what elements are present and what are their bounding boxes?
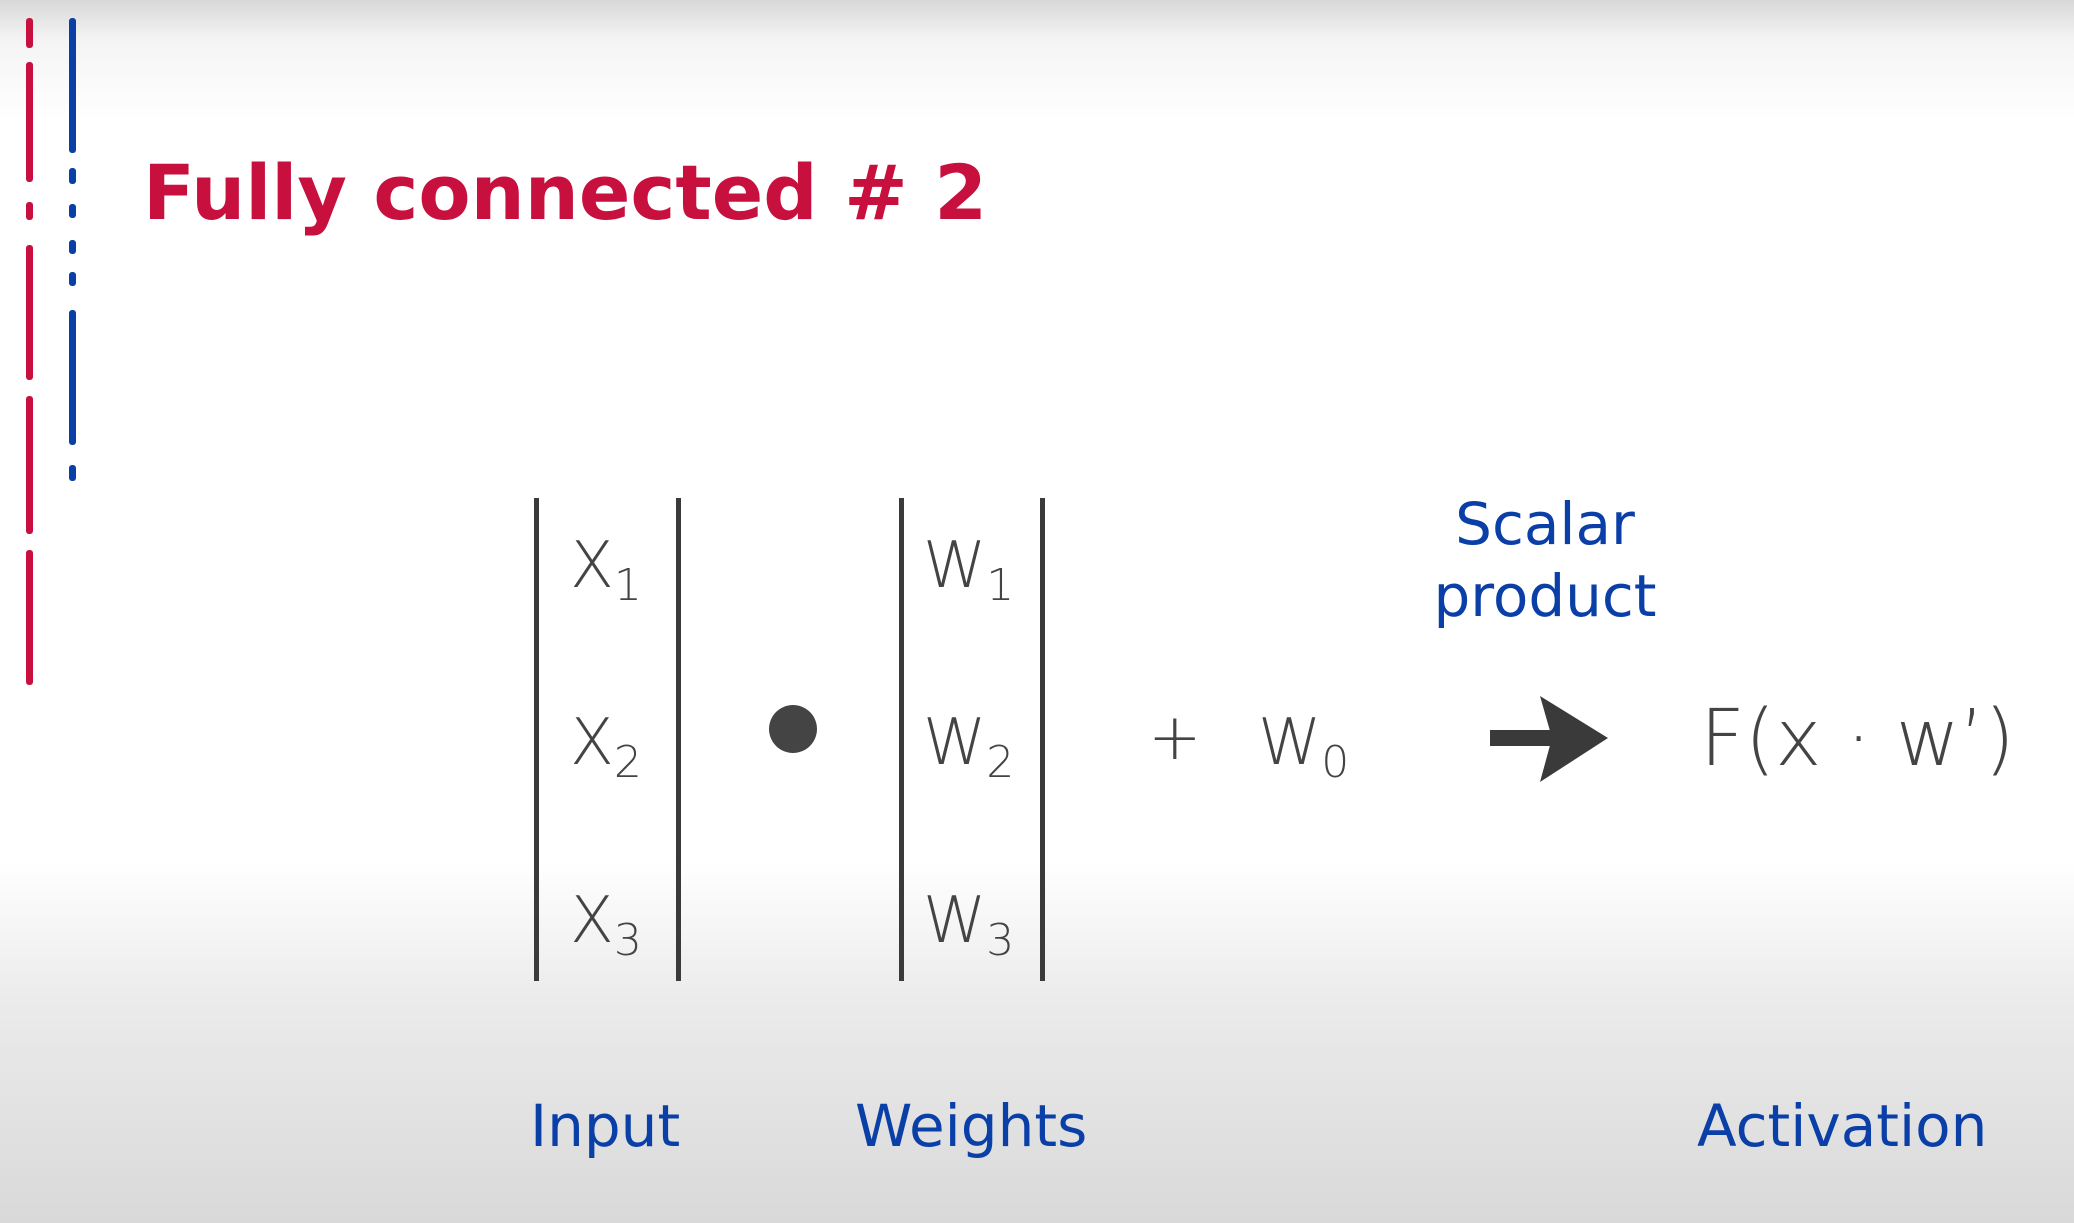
weights-label: Weights [855, 1092, 1088, 1160]
decor-red-segment [26, 18, 33, 48]
weights-left-bar [899, 498, 904, 981]
plus-sign: + [1148, 701, 1202, 775]
decor-blue-segment [69, 465, 76, 481]
decor-blue-segment [69, 18, 76, 153]
activation-label: Activation [1697, 1092, 1988, 1160]
dot-product-icon [769, 705, 817, 753]
input-left-bar [534, 498, 539, 981]
decor-red-segment [26, 62, 33, 182]
bias-term: W0 [1258, 706, 1350, 789]
scalar-product-line2: product [1433, 562, 1657, 630]
decor-red-segment [26, 550, 33, 685]
scalar-product-label: Scalar product [1420, 488, 1670, 632]
right-arrow-icon [1490, 696, 1608, 782]
decor-red-segment [26, 396, 33, 534]
input-element-1: X1 [570, 529, 642, 612]
weights-element-1: W1 [923, 529, 1015, 612]
decor-blue-segment [69, 272, 76, 286]
weights-element-3: W3 [923, 884, 1015, 967]
input-element-3: X3 [570, 884, 642, 967]
input-right-bar [676, 498, 681, 981]
input-element-2: X2 [570, 706, 642, 789]
weights-right-bar [1040, 498, 1045, 981]
decor-red-segment [26, 245, 33, 380]
decor-blue-segment [69, 240, 76, 254]
decor-blue-segment [69, 204, 76, 218]
decor-blue-segment [69, 168, 76, 184]
slide-title: Fully connected # 2 [143, 148, 988, 237]
decor-blue-segment [69, 310, 76, 445]
input-label: Input [530, 1092, 681, 1160]
scalar-product-line1: Scalar [1455, 490, 1635, 558]
decor-red-segment [26, 202, 33, 220]
weights-element-2: W2 [923, 706, 1015, 789]
activation-formula: F(x · w’) [1700, 694, 2015, 784]
